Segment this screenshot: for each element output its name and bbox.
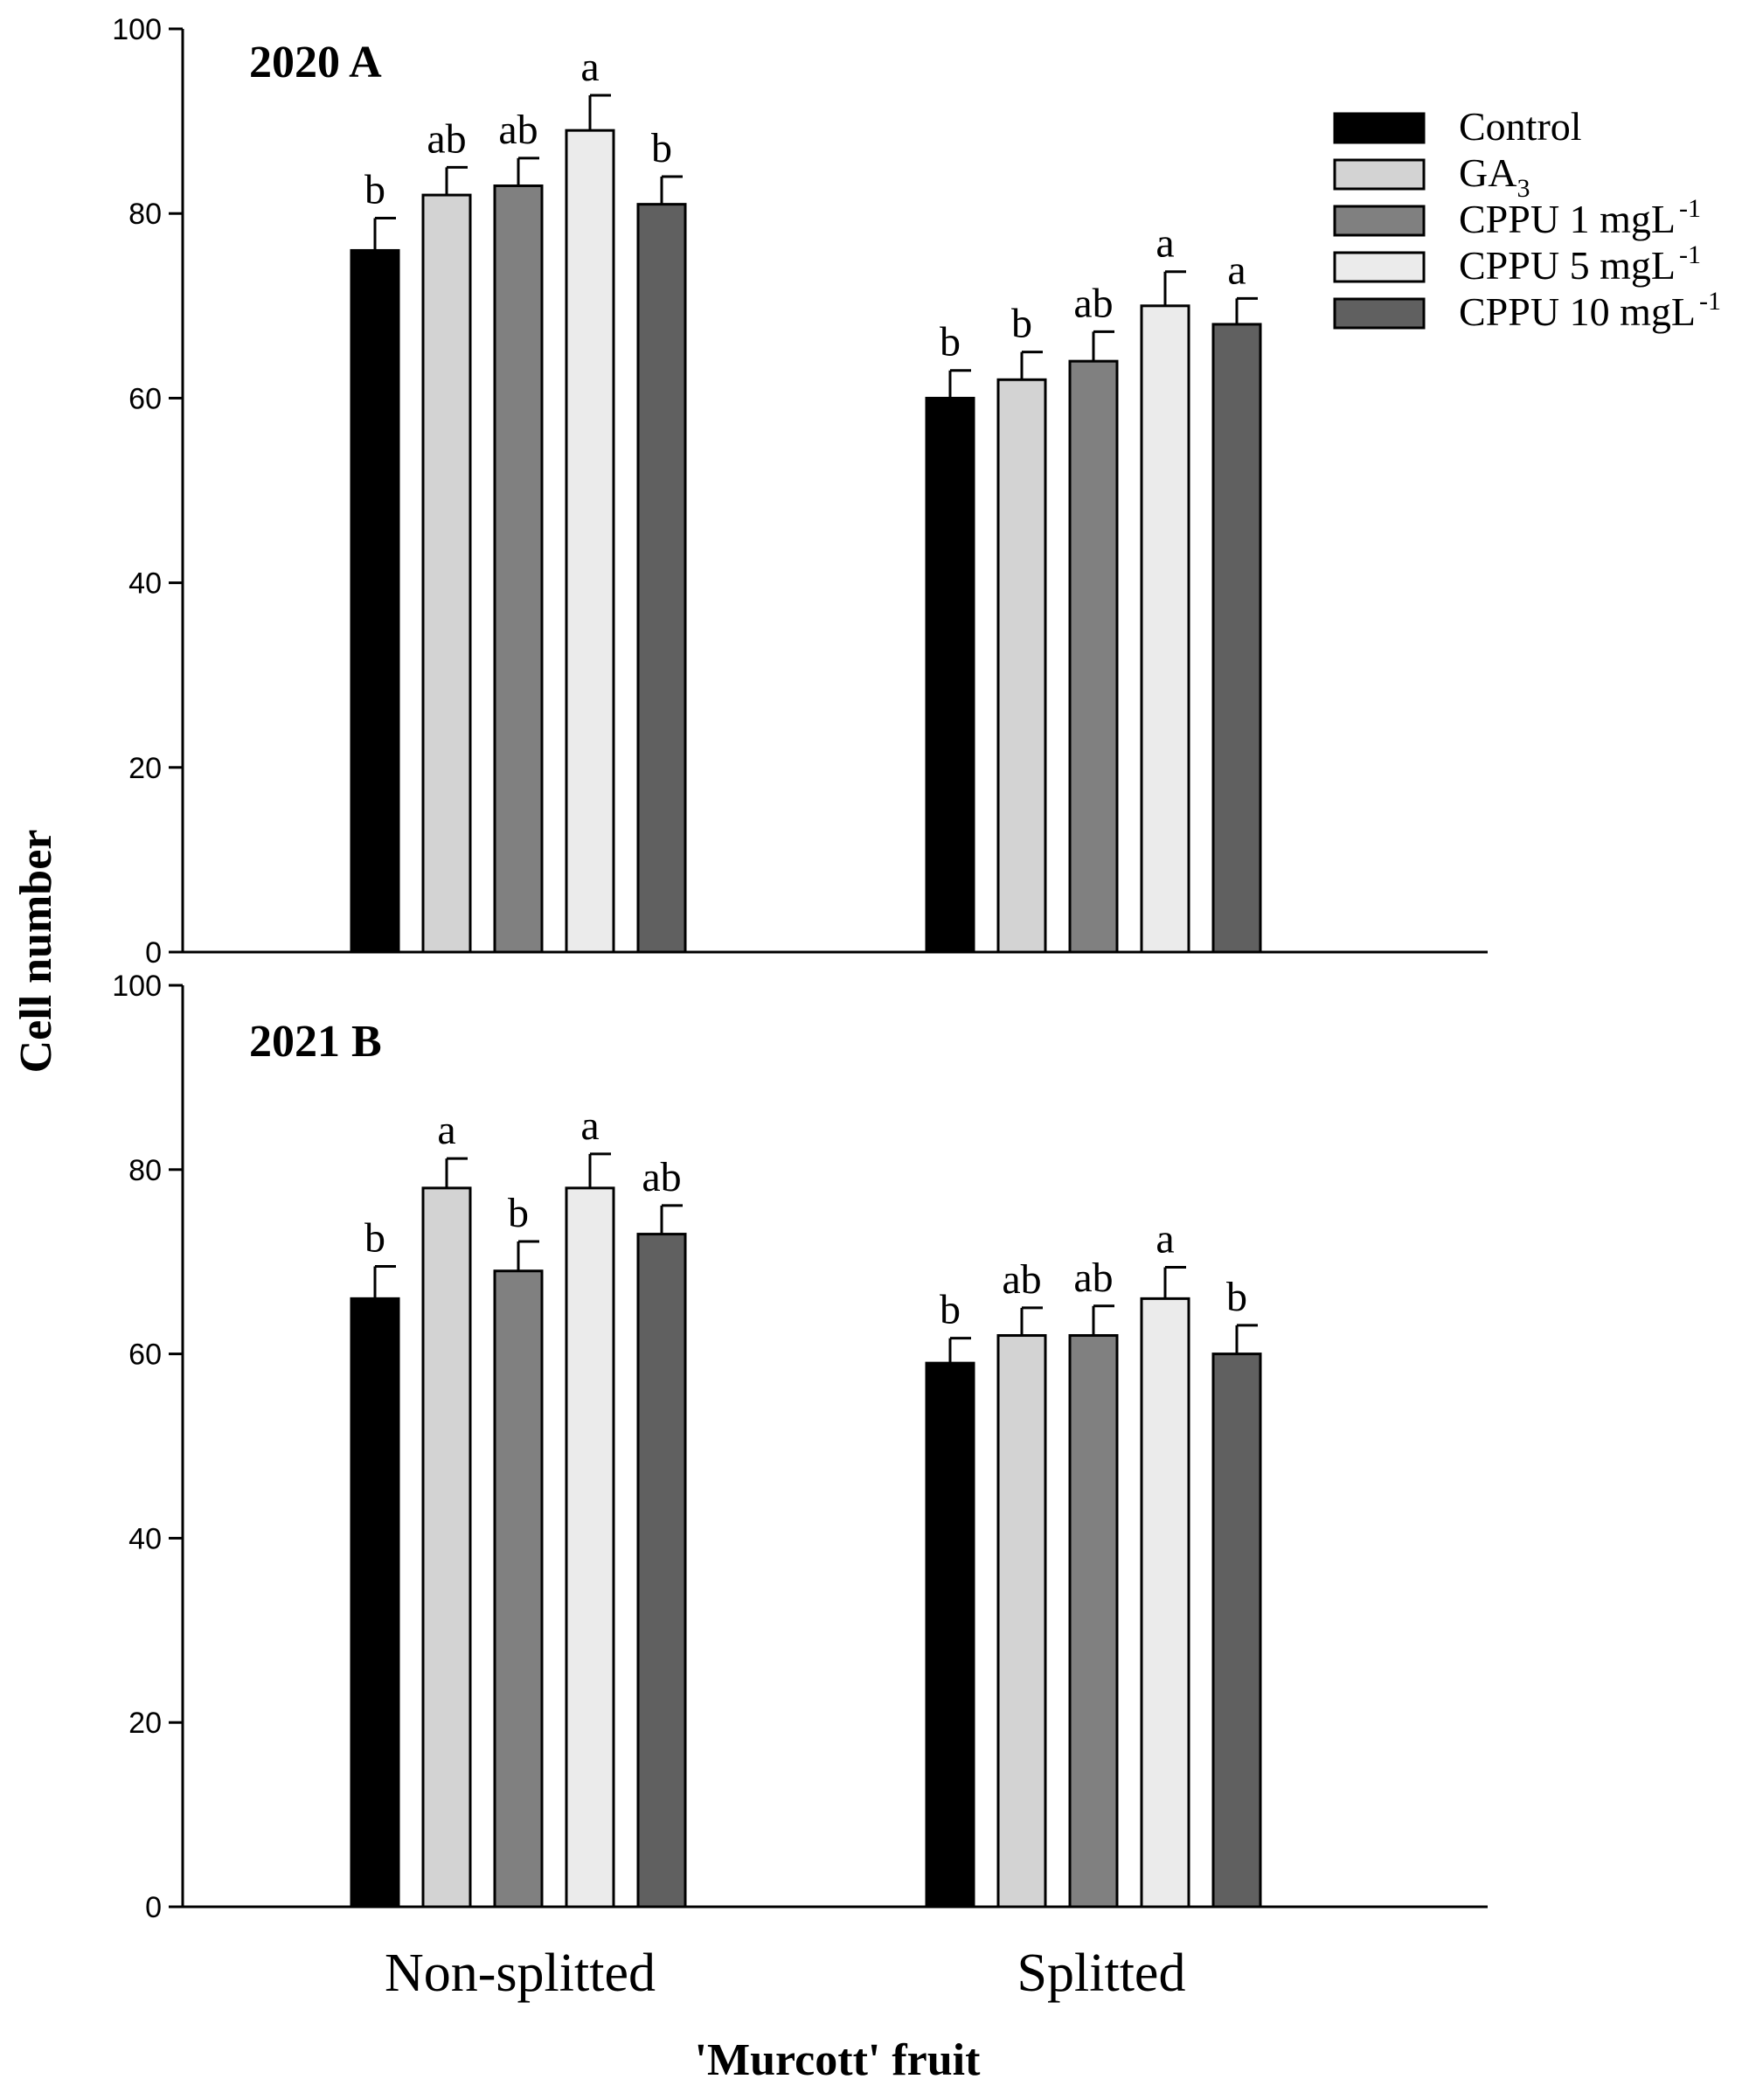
bar	[565, 129, 615, 954]
y-tick-label: 100	[112, 13, 162, 46]
y-tick-label: 40	[128, 567, 162, 601]
significance-label: ab	[1002, 1256, 1041, 1303]
y-axis-title: Cell number	[11, 830, 61, 1074]
significance-label: b	[1011, 301, 1032, 347]
bar	[1211, 1352, 1262, 1909]
legend-swatch	[1333, 251, 1426, 283]
x-category-label: Non-splitted	[385, 1944, 656, 2003]
bar	[565, 1186, 615, 1909]
bar	[996, 1334, 1047, 1909]
significance-label: b	[364, 1214, 385, 1261]
y-tick-label: 20	[128, 1707, 162, 1740]
legend-label: CPPU 1 mgL -1	[1459, 194, 1701, 241]
significance-label: ab	[427, 115, 466, 162]
bar	[925, 1361, 975, 1909]
significance-label: b	[364, 166, 385, 212]
legend-label: GA3	[1459, 150, 1530, 203]
significance-label: ab	[642, 1154, 681, 1200]
legend-label: CPPU 10 mgL -1	[1459, 287, 1721, 334]
legend-swatch	[1333, 158, 1426, 191]
y-tick-label: 20	[128, 752, 162, 785]
y-tick-label: 80	[128, 1154, 162, 1187]
bar	[493, 184, 544, 954]
bar	[1140, 1297, 1190, 1909]
legend-swatch	[1333, 205, 1426, 237]
significance-label: b	[1226, 1274, 1247, 1320]
bar	[1068, 1334, 1119, 1909]
significance-label: ab	[1073, 280, 1113, 326]
bar	[636, 1233, 687, 1909]
y-tick-label: 100	[112, 970, 162, 1003]
y-tick-label: 80	[128, 198, 162, 231]
bar	[1068, 359, 1119, 954]
bar	[421, 193, 472, 954]
panel-title: 2020 A	[249, 38, 382, 87]
significance-label: b	[651, 125, 672, 171]
bar	[925, 396, 975, 954]
panel-title: 2021 B	[249, 1017, 382, 1067]
x-category-label: Splitted	[1017, 1944, 1186, 2003]
bar	[1140, 304, 1190, 954]
significance-label: a	[437, 1107, 455, 1153]
y-tick-label: 0	[145, 936, 162, 970]
legend-swatch	[1333, 112, 1426, 144]
significance-label: a	[580, 1102, 599, 1149]
y-tick-label: 40	[128, 1522, 162, 1555]
bar	[350, 1297, 400, 1909]
legend-label: Control	[1459, 104, 1582, 149]
legend-swatch	[1333, 297, 1426, 330]
x-axis-title: 'Murcott' fruit	[695, 2035, 982, 2085]
y-tick-label: 60	[128, 1339, 162, 1372]
significance-label: ab	[498, 107, 538, 153]
significance-label: a	[1156, 1216, 1174, 1262]
y-tick-label: 60	[128, 382, 162, 415]
bar	[350, 248, 400, 954]
legend-label: CPPU 5 mgL -1	[1459, 240, 1701, 288]
bar	[493, 1269, 544, 1909]
bar	[1211, 323, 1262, 954]
significance-label: b	[940, 319, 961, 365]
significance-label: ab	[1073, 1255, 1113, 1301]
bar	[421, 1186, 472, 1909]
bar	[996, 378, 1047, 954]
significance-label: b	[508, 1190, 529, 1236]
y-tick-label: 0	[145, 1891, 162, 1924]
significance-label: b	[940, 1287, 961, 1333]
bar	[636, 203, 687, 954]
significance-label: a	[1227, 247, 1246, 293]
significance-label: a	[1156, 220, 1174, 267]
significance-label: a	[580, 44, 599, 90]
